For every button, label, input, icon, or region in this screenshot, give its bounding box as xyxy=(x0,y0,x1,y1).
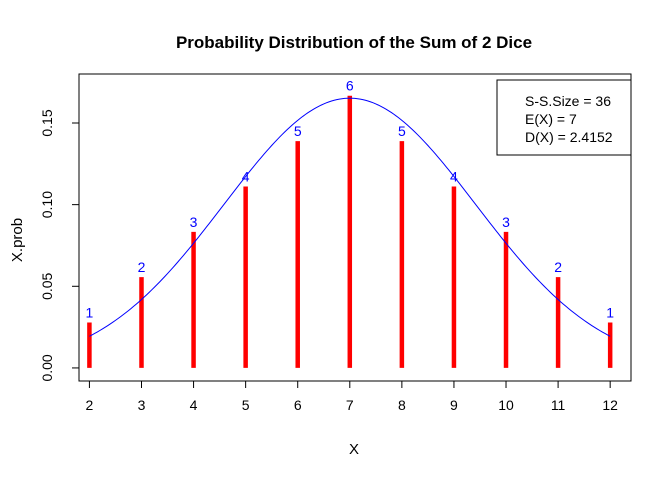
y-tick-label: 0.05 xyxy=(39,272,55,299)
density-curve xyxy=(89,97,611,337)
x-tick-label: 7 xyxy=(346,397,354,413)
x-tick-label: 5 xyxy=(242,397,250,413)
legend-expectation: E(X) = 7 xyxy=(525,111,577,127)
y-tick-label: 0.10 xyxy=(39,191,55,218)
x-tick-label: 4 xyxy=(190,397,198,413)
y-tick-label: 0.15 xyxy=(39,109,55,136)
count-label: 3 xyxy=(190,214,198,230)
x-axis-label: X xyxy=(349,441,359,458)
count-label: 1 xyxy=(86,305,94,321)
x-tick-label: 3 xyxy=(138,397,146,413)
count-label: 5 xyxy=(398,123,406,139)
count-label: 4 xyxy=(450,169,458,185)
bars xyxy=(87,95,613,368)
count-label: 1 xyxy=(606,305,614,321)
x-axis: 2 3 4 5 6 7 8 9 10 11 12 xyxy=(86,380,618,413)
legend-box xyxy=(496,79,632,156)
count-label: 3 xyxy=(502,214,510,230)
chart-title: Probability Distribution of the Sum of 2… xyxy=(176,33,532,52)
count-label: 2 xyxy=(138,259,146,275)
x-tick-label: 6 xyxy=(294,397,302,413)
count-label: 6 xyxy=(346,78,354,94)
y-tick-label: 0.00 xyxy=(39,354,55,381)
y-axis: 0.00 0.05 0.10 0.15 xyxy=(39,109,80,382)
legend: S-S.Size = 36 E(X) = 7 D(X) = 2.4152 xyxy=(496,79,632,156)
y-axis-label: X.prob xyxy=(9,218,26,262)
count-labels: 1 2 3 4 5 6 5 4 3 2 1 xyxy=(86,78,615,321)
x-tick-label: 9 xyxy=(450,397,458,413)
x-tick-label: 2 xyxy=(86,397,94,413)
count-label: 5 xyxy=(294,123,302,139)
x-tick-label: 8 xyxy=(398,397,406,413)
legend-deviation: D(X) = 2.4152 xyxy=(525,129,613,145)
x-tick-label: 10 xyxy=(498,397,514,413)
x-tick-label: 11 xyxy=(551,397,566,413)
count-label: 2 xyxy=(554,259,562,275)
legend-sample-size: S-S.Size = 36 xyxy=(525,93,611,109)
x-tick-label: 12 xyxy=(602,397,618,413)
count-label: 4 xyxy=(242,169,250,185)
